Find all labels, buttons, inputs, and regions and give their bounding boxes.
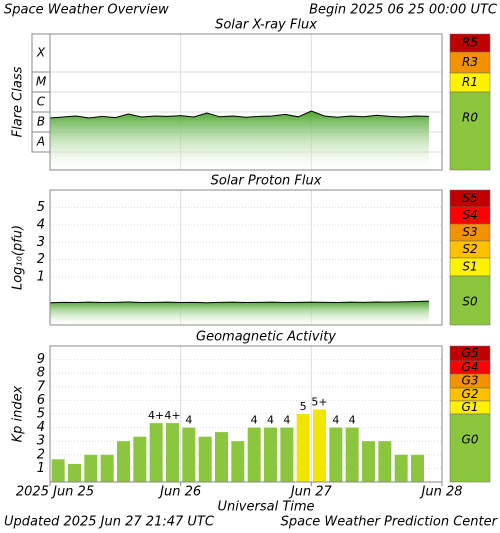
bar xyxy=(117,441,130,482)
area-fill xyxy=(50,301,429,325)
y-tick-label: 1 xyxy=(37,461,45,476)
x-axis-label: Universal Time xyxy=(217,500,314,515)
value-label: 4 xyxy=(185,414,192,427)
x-tick-label: Jun 28 xyxy=(419,485,463,500)
y-tick-label: A xyxy=(36,135,45,149)
plot-border xyxy=(49,345,443,483)
scale-label: G0 xyxy=(462,433,479,447)
scale-box xyxy=(449,413,491,483)
y-tick-label: M xyxy=(36,75,47,89)
y-tick-label: 6 xyxy=(37,393,45,408)
scale-label: S3 xyxy=(462,225,477,239)
panel-title: Solar Proton Flux xyxy=(211,174,322,189)
value-label: 4 xyxy=(332,414,339,427)
scale-label: S5 xyxy=(462,191,477,205)
value-label: 4 xyxy=(267,414,274,427)
page-title: Space Weather Overview xyxy=(4,3,169,18)
scale-label: S2 xyxy=(462,242,477,256)
bar xyxy=(166,423,179,482)
y-tick-label: 1 xyxy=(37,270,45,285)
scale-label: R3 xyxy=(462,55,478,69)
scale-box xyxy=(449,91,491,171)
scale-label: G4 xyxy=(462,360,479,374)
bar xyxy=(264,427,277,482)
bar xyxy=(100,454,114,482)
x-tick-label: Jun 26 xyxy=(157,485,201,500)
credit: Space Weather Prediction Center xyxy=(281,515,499,530)
x-tick-label: Jun 27 xyxy=(288,485,333,500)
y-axis-label: Kp index xyxy=(11,385,26,442)
value-label: 5 xyxy=(300,400,307,413)
data-line xyxy=(49,300,429,304)
area-fill xyxy=(50,111,429,170)
bar xyxy=(329,427,343,482)
begin-time: Begin 2025 06 25 00:00 UTC xyxy=(309,3,498,18)
bar xyxy=(313,409,326,482)
y-tick-label: 2 xyxy=(37,252,45,267)
y-tick-label: 2 xyxy=(37,447,45,462)
updated-time: Updated 2025 Jun 27 21:47 UTC xyxy=(4,515,215,530)
bar xyxy=(362,441,375,482)
scale-label: G3 xyxy=(462,374,479,388)
y-tick-label: C xyxy=(37,95,46,109)
scale-label: G5 xyxy=(462,346,479,360)
value-label: 4+ xyxy=(148,409,164,422)
scale-label: R5 xyxy=(462,36,478,50)
value-label: 4 xyxy=(251,414,258,427)
value-label: 5+ xyxy=(311,396,327,409)
bar xyxy=(133,436,147,482)
x-tick-label: 2025 Jun 25 xyxy=(16,485,94,500)
y-tick-label: 4 xyxy=(37,420,45,435)
value-label: 4 xyxy=(283,414,290,427)
bar xyxy=(296,414,310,482)
y-tick-label: 5 xyxy=(37,407,45,422)
scale-label: G1 xyxy=(462,400,479,414)
scale-label: S4 xyxy=(462,208,477,222)
bar xyxy=(378,441,392,482)
y-axis-label: Flare Class xyxy=(11,66,26,137)
y-axis-label: Log₁₀(pfu) xyxy=(11,225,26,290)
plot-border xyxy=(49,33,443,171)
y-tick-label: 5 xyxy=(37,200,45,215)
panel-title: Geomagnetic Activity xyxy=(196,330,336,345)
scale-label: R1 xyxy=(462,75,478,89)
scale-box xyxy=(449,275,491,326)
bar xyxy=(182,427,196,482)
y-tick-label: 7 xyxy=(37,379,46,394)
plot-border xyxy=(49,189,443,326)
scale-label: R0 xyxy=(462,111,478,125)
bar xyxy=(215,432,228,482)
bar xyxy=(51,459,65,482)
panel-title: Solar X-ray Flux xyxy=(215,18,317,33)
y-tick-label: X xyxy=(36,46,46,60)
bar xyxy=(84,454,98,482)
bar xyxy=(411,454,424,482)
value-label: 4 xyxy=(349,414,356,427)
bar xyxy=(149,423,163,482)
scale-label: S1 xyxy=(462,260,477,274)
y-tick-label: 4 xyxy=(37,217,45,232)
value-label: 4+ xyxy=(164,409,180,422)
y-tick-label: 9 xyxy=(37,352,45,367)
bar xyxy=(247,427,261,482)
data-line xyxy=(49,110,429,119)
y-tick-label: 3 xyxy=(37,434,45,449)
bar xyxy=(68,463,81,482)
bar xyxy=(394,454,408,482)
y-tick-label: B xyxy=(37,115,45,129)
scale-label: S0 xyxy=(462,295,478,309)
bar xyxy=(345,427,359,482)
scale-label: G2 xyxy=(462,387,479,401)
y-tick-label: 3 xyxy=(37,235,45,250)
y-tick-label: 8 xyxy=(37,366,45,381)
bar xyxy=(231,441,245,482)
bar xyxy=(198,436,212,482)
bar xyxy=(280,427,294,482)
